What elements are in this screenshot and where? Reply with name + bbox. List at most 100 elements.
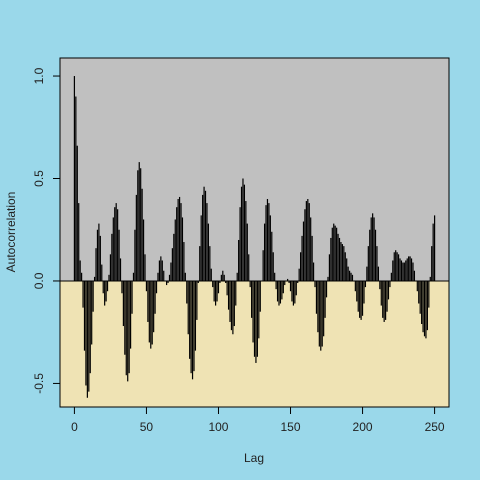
acf-bar: [200, 215, 202, 281]
acf-bar: [99, 235, 101, 281]
acf-bar: [144, 254, 146, 281]
acf-bar: [125, 280, 127, 376]
acf-bar: [150, 280, 152, 349]
acf-bar: [373, 217, 375, 281]
acf-bar: [106, 280, 109, 292]
acf-bar: [204, 190, 207, 281]
acf-bar: [96, 229, 99, 281]
acf-bar: [163, 270, 165, 281]
acf-bar: [304, 209, 306, 281]
acf-bar: [161, 260, 163, 281]
acf-bar: [423, 280, 426, 337]
acf-bar: [387, 280, 390, 300]
acf-bar: [314, 280, 316, 288]
acf-bar: [82, 280, 84, 308]
acf-bar: [178, 196, 181, 281]
acf-bar: [131, 280, 133, 314]
acf-bar: [259, 280, 261, 312]
acf-bar: [232, 280, 234, 335]
acf-bar: [180, 203, 182, 281]
acf-bar: [141, 188, 143, 281]
acf-bar: [379, 280, 381, 290]
acf-bar: [266, 198, 269, 281]
y-axis-title: Autocorrelation: [4, 192, 18, 273]
acf-bar: [118, 229, 120, 281]
acf-bar: [364, 280, 367, 288]
acf-bar: [129, 280, 132, 349]
acf-bar: [238, 239, 240, 281]
acf-bar: [197, 280, 199, 284]
acf-bar: [105, 280, 107, 302]
acf-bar: [298, 268, 300, 281]
x-axis-title: Lag: [244, 451, 264, 465]
acf-bar: [346, 258, 348, 281]
acf-bar: [210, 268, 212, 281]
acf-bar: [320, 280, 322, 351]
acf-bar: [258, 280, 260, 339]
acf-bar: [418, 280, 420, 304]
acf-bar: [242, 178, 244, 281]
acf-bar: [225, 280, 227, 284]
acf-bar: [295, 280, 297, 296]
acf-bar: [425, 280, 427, 339]
acf-bar: [189, 280, 191, 359]
acf-bar: [255, 280, 257, 363]
acf-bar: [167, 280, 169, 284]
acf-bar: [196, 280, 198, 320]
acf-bar: [207, 223, 209, 281]
y-tick-label: 0.0: [32, 272, 46, 289]
acf-bar: [98, 223, 100, 281]
acf-bar: [168, 274, 171, 281]
acf-bar: [268, 203, 270, 281]
acf-bar: [148, 280, 150, 343]
acf-bar: [79, 260, 81, 281]
acf-bar: [380, 280, 382, 306]
acf-bar: [142, 219, 145, 281]
acf-bar: [333, 223, 335, 281]
acf-bar: [282, 280, 284, 294]
acf-bar: [222, 270, 224, 281]
acf-bar: [327, 276, 329, 281]
acf-bar: [287, 278, 289, 281]
acf-bar: [206, 203, 208, 281]
acf-bar: [134, 229, 136, 281]
acf-bar: [292, 280, 294, 306]
acf-bar: [321, 280, 323, 347]
acf-bar: [338, 237, 341, 281]
acf-bar: [102, 280, 104, 294]
acf-bar: [119, 258, 122, 281]
acf-bar: [323, 280, 325, 337]
acf-bar: [132, 272, 135, 281]
x-tick-label: 150: [281, 420, 301, 434]
acf-bar: [291, 280, 293, 302]
acf-bar: [262, 250, 264, 281]
acf-bar: [361, 280, 364, 316]
acf-bar: [372, 213, 374, 281]
acf-bar: [83, 280, 86, 351]
acf-bar: [157, 272, 159, 281]
acf-bar: [413, 270, 416, 281]
acf-bar: [230, 280, 233, 331]
acf-bar: [272, 252, 274, 281]
acf-bar: [187, 280, 189, 335]
acf-bar: [402, 262, 404, 281]
acf-bar: [236, 272, 238, 281]
acf-bar: [374, 229, 377, 281]
acf-bar: [78, 203, 80, 281]
acf-bar: [217, 280, 220, 294]
acf-bar: [121, 280, 123, 294]
acf-bar: [301, 235, 303, 281]
acf-bar: [216, 280, 218, 302]
acf-bar: [166, 280, 168, 286]
acf-bar: [383, 280, 385, 322]
acf-bar: [359, 280, 361, 318]
acf-bar: [336, 227, 338, 281]
acf-bar: [85, 280, 87, 386]
acf-bar: [302, 221, 305, 281]
acf-bar: [426, 280, 428, 331]
acf-bar: [151, 280, 153, 345]
acf-bar: [181, 217, 184, 281]
acf-bar: [186, 280, 188, 304]
acf-bar: [393, 252, 395, 281]
acf-bar: [251, 280, 253, 318]
